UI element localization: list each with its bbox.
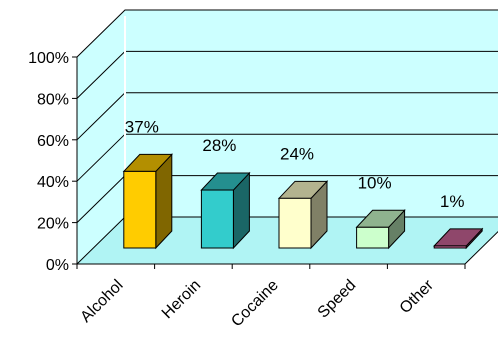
x-category-label: Heroin [159, 277, 204, 322]
x-category-label: Speed [315, 277, 360, 322]
bar [200, 189, 234, 249]
gridline [76, 9, 498, 58]
x-category-label: Other [397, 276, 438, 317]
x-category-label: Cocaine [228, 277, 282, 331]
bar [278, 197, 312, 249]
data-label: 37% [125, 117, 159, 136]
back-wall [125, 10, 498, 217]
bar [433, 245, 467, 249]
data-label: 10% [358, 173, 392, 192]
y-tick-label: 100% [28, 50, 69, 67]
data-label: 1% [440, 192, 465, 211]
data-label: 24% [280, 144, 314, 163]
y-tick-label: 20% [37, 216, 69, 233]
y-tick-label: 80% [37, 91, 69, 108]
floor-edge [464, 230, 498, 265]
side-wall [77, 10, 125, 264]
data-label: 28% [202, 136, 236, 155]
y-tick-label: 60% [37, 133, 69, 150]
bar [356, 226, 390, 249]
bar [123, 170, 157, 249]
y-tick-label: 0% [46, 257, 69, 274]
y-tick-label: 40% [37, 174, 69, 191]
x-category-label: Alcohol [77, 277, 126, 326]
